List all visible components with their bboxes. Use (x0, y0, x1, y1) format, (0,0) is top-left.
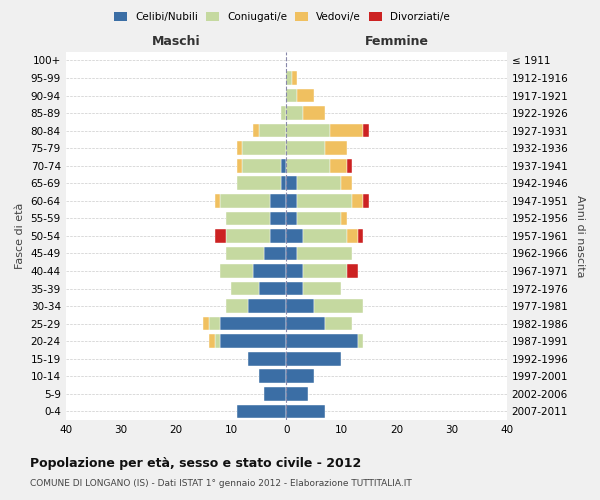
Bar (286, 159, 331, 172)
Bar (269, 212, 286, 225)
Bar (259, 282, 286, 296)
Bar (303, 264, 347, 278)
Bar (331, 159, 347, 172)
Bar (325, 142, 347, 155)
Bar (325, 317, 352, 330)
Bar (264, 387, 286, 400)
Bar (347, 229, 358, 242)
Bar (203, 317, 209, 330)
Bar (242, 142, 286, 155)
Bar (347, 159, 352, 172)
Bar (220, 334, 286, 348)
Bar (231, 282, 259, 296)
Bar (286, 124, 331, 138)
Bar (259, 124, 286, 138)
Bar (286, 299, 314, 313)
Bar (248, 352, 286, 366)
Bar (297, 246, 352, 260)
Bar (236, 404, 286, 418)
Bar (286, 71, 292, 85)
Text: Maschi: Maschi (152, 35, 200, 48)
Y-axis label: Fasce di età: Fasce di età (15, 202, 25, 269)
Bar (253, 264, 286, 278)
Bar (364, 194, 369, 207)
Bar (286, 264, 303, 278)
Bar (358, 229, 364, 242)
Bar (220, 264, 253, 278)
Bar (281, 176, 286, 190)
Bar (286, 334, 358, 348)
Bar (303, 282, 341, 296)
Bar (286, 282, 303, 296)
Bar (303, 229, 347, 242)
Bar (253, 124, 259, 138)
Bar (303, 106, 325, 120)
Bar (236, 159, 242, 172)
Bar (236, 142, 242, 155)
Bar (242, 159, 281, 172)
Bar (286, 317, 325, 330)
Bar (297, 212, 341, 225)
Bar (286, 229, 303, 242)
Bar (281, 159, 286, 172)
Bar (286, 106, 303, 120)
Bar (248, 299, 286, 313)
Bar (236, 176, 281, 190)
Bar (226, 299, 248, 313)
Bar (209, 334, 215, 348)
Bar (358, 334, 364, 348)
Text: COMUNE DI LONGANO (IS) - Dati ISTAT 1° gennaio 2012 - Elaborazione TUTTITALIA.IT: COMUNE DI LONGANO (IS) - Dati ISTAT 1° g… (30, 479, 412, 488)
Bar (297, 176, 341, 190)
Bar (286, 194, 297, 207)
Bar (269, 229, 286, 242)
Bar (220, 194, 269, 207)
Bar (281, 106, 286, 120)
Bar (226, 229, 269, 242)
Y-axis label: Anni di nascita: Anni di nascita (575, 194, 585, 277)
Bar (286, 246, 297, 260)
Bar (297, 194, 352, 207)
Bar (331, 124, 364, 138)
Bar (226, 212, 269, 225)
Bar (286, 176, 297, 190)
Bar (364, 124, 369, 138)
Bar (259, 370, 286, 383)
Bar (352, 194, 364, 207)
Bar (286, 88, 297, 102)
Bar (215, 229, 226, 242)
Bar (292, 71, 297, 85)
Bar (220, 317, 286, 330)
Bar (215, 334, 220, 348)
Legend: Celibi/Nubili, Coniugati/e, Vedovi/e, Divorziati/e: Celibi/Nubili, Coniugati/e, Vedovi/e, Di… (110, 8, 454, 26)
Bar (209, 317, 220, 330)
Bar (341, 176, 352, 190)
Bar (264, 246, 286, 260)
Bar (269, 194, 286, 207)
Bar (286, 212, 297, 225)
Bar (297, 88, 314, 102)
Bar (347, 264, 358, 278)
Bar (215, 194, 220, 207)
Bar (286, 352, 341, 366)
Text: Femmine: Femmine (364, 35, 428, 48)
Text: Popolazione per età, sesso e stato civile - 2012: Popolazione per età, sesso e stato civil… (30, 458, 361, 470)
Bar (286, 142, 325, 155)
Bar (226, 246, 264, 260)
Bar (341, 212, 347, 225)
Bar (314, 299, 364, 313)
Bar (286, 387, 308, 400)
Bar (286, 404, 325, 418)
Bar (286, 370, 314, 383)
